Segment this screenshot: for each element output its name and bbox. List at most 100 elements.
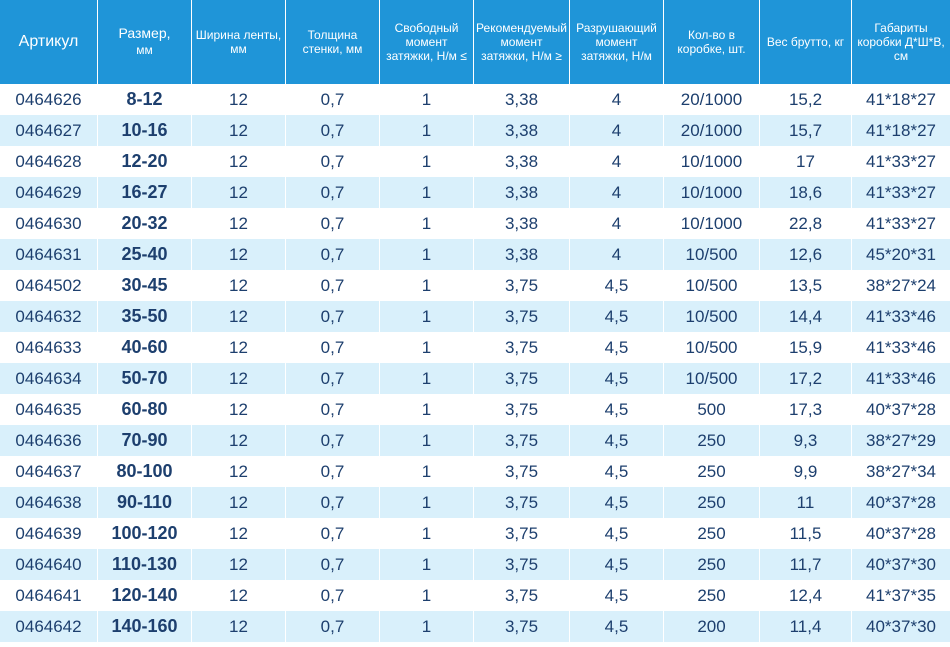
cell-qty: 250	[664, 456, 760, 487]
cell-rec-torque: 3,75	[474, 394, 570, 425]
cell-band-width: 12	[192, 425, 286, 456]
cell-free-torque: 1	[380, 332, 474, 363]
cell-wall-thickness: 0,7	[286, 487, 380, 518]
cell-weight: 15,9	[760, 332, 852, 363]
cell-wall-thickness: 0,7	[286, 394, 380, 425]
cell-wall-thickness: 0,7	[286, 301, 380, 332]
cell-article: 0464639	[0, 518, 98, 549]
cell-qty: 10/1000	[664, 208, 760, 239]
table-row: 0464626 8-12 12 0,7 1 3,38 4 20/1000 15,2 41*18*2…	[0, 84, 950, 115]
cell-rec-torque: 3,75	[474, 611, 570, 642]
cell-rec-torque: 3,75	[474, 270, 570, 301]
cell-qty: 250	[664, 580, 760, 611]
cell-free-torque: 1	[380, 270, 474, 301]
cell-qty: 250	[664, 425, 760, 456]
cell-article: 0464640	[0, 549, 98, 580]
table-row: 0464502 30-45 12 0,7 1 3,75 4,5 10/500 13,5 38*27…	[0, 270, 950, 301]
cell-weight: 13,5	[760, 270, 852, 301]
cell-free-torque: 1	[380, 208, 474, 239]
cell-size: 25-40	[98, 239, 192, 270]
cell-break-torque: 4	[570, 146, 664, 177]
cell-free-torque: 1	[380, 611, 474, 642]
cell-band-width: 12	[192, 549, 286, 580]
cell-box: 40*37*28	[852, 487, 950, 518]
cell-break-torque: 4,5	[570, 456, 664, 487]
header-band-width: Ширина ленты, мм	[192, 0, 286, 84]
cell-weight: 12,6	[760, 239, 852, 270]
header-qty: Кол-во в коробке, шт.	[664, 0, 760, 84]
cell-break-torque: 4	[570, 239, 664, 270]
cell-free-torque: 1	[380, 487, 474, 518]
cell-box: 41*37*35	[852, 580, 950, 611]
cell-break-torque: 4,5	[570, 549, 664, 580]
cell-break-torque: 4,5	[570, 394, 664, 425]
cell-size: 120-140	[98, 580, 192, 611]
cell-qty: 250	[664, 487, 760, 518]
table-row: 0464640 110-130 12 0,7 1 3,75 4,5 250 11,7 40*37*…	[0, 549, 950, 580]
cell-qty: 10/500	[664, 332, 760, 363]
cell-size: 12-20	[98, 146, 192, 177]
header-row: Артикул Размер, мм Ширина ленты, мм Толщи…	[0, 0, 950, 84]
cell-free-torque: 1	[380, 456, 474, 487]
cell-rec-torque: 3,38	[474, 115, 570, 146]
cell-size: 20-32	[98, 208, 192, 239]
cell-weight: 18,6	[760, 177, 852, 208]
cell-weight: 11	[760, 487, 852, 518]
cell-band-width: 12	[192, 518, 286, 549]
header-rec-torque: Рекомендуемый момент затяжки, Н/м ≥	[474, 0, 570, 84]
cell-box: 38*27*29	[852, 425, 950, 456]
cell-band-width: 12	[192, 332, 286, 363]
cell-article: 0464633	[0, 332, 98, 363]
cell-break-torque: 4,5	[570, 518, 664, 549]
table-row: 0464636 70-90 12 0,7 1 3,75 4,5 250 9,3 38*27*29	[0, 425, 950, 456]
cell-wall-thickness: 0,7	[286, 332, 380, 363]
table-body: 0464626 8-12 12 0,7 1 3,38 4 20/1000 15,2 41*18*2…	[0, 84, 950, 642]
cell-size: 8-12	[98, 84, 192, 115]
header-weight: Вес брутто, кг	[760, 0, 852, 84]
table-row: 0464633 40-60 12 0,7 1 3,75 4,5 10/500 15,9 41*33…	[0, 332, 950, 363]
cell-size: 80-100	[98, 456, 192, 487]
cell-rec-torque: 3,75	[474, 487, 570, 518]
table-row: 0464630 20-32 12 0,7 1 3,38 4 10/1000 22,8 41*33*…	[0, 208, 950, 239]
cell-free-torque: 1	[380, 518, 474, 549]
cell-rec-torque: 3,75	[474, 425, 570, 456]
cell-weight: 17,3	[760, 394, 852, 425]
cell-article: 0464635	[0, 394, 98, 425]
cell-free-torque: 1	[380, 115, 474, 146]
cell-weight: 12,4	[760, 580, 852, 611]
cell-article: 0464626	[0, 84, 98, 115]
cell-box: 41*33*46	[852, 363, 950, 394]
cell-break-torque: 4,5	[570, 580, 664, 611]
cell-qty: 250	[664, 518, 760, 549]
cell-wall-thickness: 0,7	[286, 115, 380, 146]
table-row: 0464634 50-70 12 0,7 1 3,75 4,5 10/500 17,2 41*33…	[0, 363, 950, 394]
cell-qty: 10/500	[664, 270, 760, 301]
cell-band-width: 12	[192, 363, 286, 394]
cell-box: 41*33*46	[852, 332, 950, 363]
header-break-torque: Разрушающий момент затяжки, Н/м	[570, 0, 664, 84]
cell-article: 0464636	[0, 425, 98, 456]
cell-weight: 15,2	[760, 84, 852, 115]
cell-free-torque: 1	[380, 425, 474, 456]
cell-weight: 15,7	[760, 115, 852, 146]
cell-band-width: 12	[192, 115, 286, 146]
cell-box: 40*37*30	[852, 611, 950, 642]
cell-rec-torque: 3,75	[474, 301, 570, 332]
cell-article: 0464638	[0, 487, 98, 518]
cell-size: 140-160	[98, 611, 192, 642]
table-row: 0464638 90-110 12 0,7 1 3,75 4,5 250 11 40*37*28	[0, 487, 950, 518]
header-wall-thickness: Толщина стенки, мм	[286, 0, 380, 84]
cell-qty: 200	[664, 611, 760, 642]
cell-weight: 14,4	[760, 301, 852, 332]
cell-break-torque: 4	[570, 115, 664, 146]
cell-rec-torque: 3,75	[474, 363, 570, 394]
cell-qty: 10/500	[664, 239, 760, 270]
cell-article: 0464628	[0, 146, 98, 177]
cell-wall-thickness: 0,7	[286, 580, 380, 611]
cell-qty: 10/1000	[664, 146, 760, 177]
cell-wall-thickness: 0,7	[286, 239, 380, 270]
cell-box: 38*27*24	[852, 270, 950, 301]
table-row: 0464641 120-140 12 0,7 1 3,75 4,5 250 12,4 41*37*…	[0, 580, 950, 611]
cell-box: 40*37*28	[852, 394, 950, 425]
